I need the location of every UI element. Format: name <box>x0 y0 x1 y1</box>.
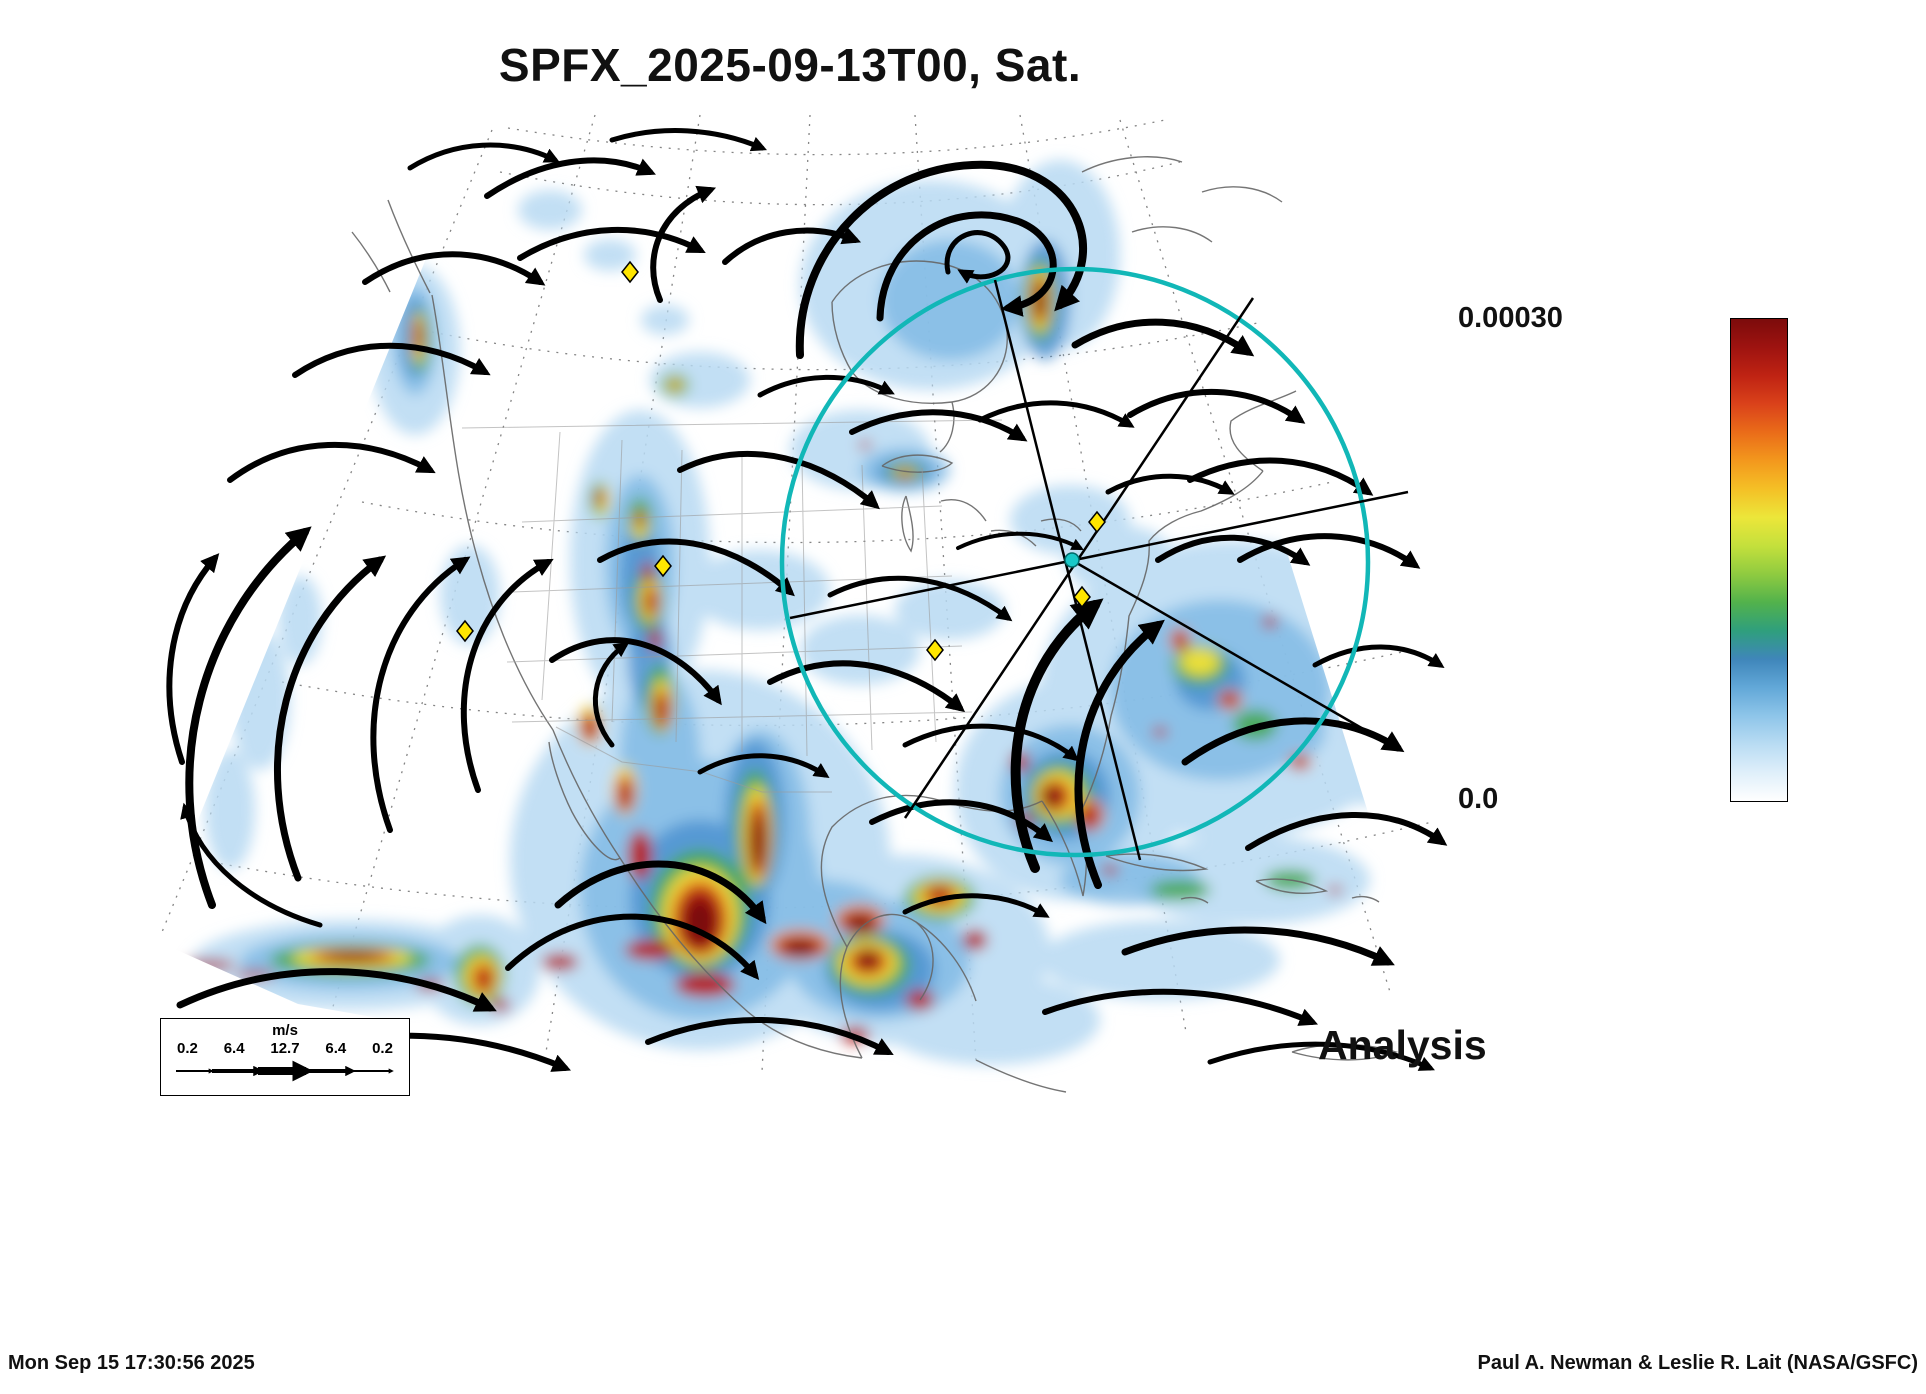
waypoint-diamond <box>1073 585 1091 609</box>
center-marker <box>1064 552 1080 568</box>
waypoint-diamond <box>1088 510 1106 534</box>
colorbar-max-label: 0.00030 <box>1458 302 1563 334</box>
streamlines <box>166 128 1448 1072</box>
range-overlay <box>779 266 1409 861</box>
wind-scale-arrows-icon <box>176 1060 394 1082</box>
wind-legend-value: 12.7 <box>270 1040 300 1057</box>
colorbar-gradient <box>1730 318 1788 802</box>
plot-title: SPFX_2025-09-13T00, Sat. <box>498 39 1082 91</box>
wind-legend-value: 0.2 <box>177 1040 198 1057</box>
credit-text: Paul A. Newman & Leslie R. Lait (NASA/GS… <box>1477 1352 1918 1374</box>
waypoints <box>456 260 1106 662</box>
range-circle <box>779 266 1371 858</box>
waypoint-diamond <box>926 638 944 662</box>
analysis-label: Analysis <box>1318 1022 1487 1068</box>
wind-speed-legend: m/s 0.2 6.4 12.7 6.4 0.2 <box>160 1018 410 1096</box>
waypoint-diamond <box>456 619 474 643</box>
waypoint-diamond <box>621 260 639 284</box>
wind-legend-value: 6.4 <box>325 1040 347 1057</box>
wind-legend-units: m/s <box>272 1022 298 1039</box>
wind-legend-value: 0.2 <box>372 1040 393 1057</box>
colorbar-min-label: 0.0 <box>1458 783 1499 815</box>
wind-legend-values: 0.2 6.4 12.7 6.4 0.2 <box>161 1040 409 1057</box>
cross-lines <box>789 279 1409 861</box>
wind-legend-value: 6.4 <box>223 1040 245 1057</box>
generation-timestamp: Mon Sep 15 17:30:56 2025 <box>8 1352 255 1374</box>
waypoint-diamond <box>654 554 672 578</box>
